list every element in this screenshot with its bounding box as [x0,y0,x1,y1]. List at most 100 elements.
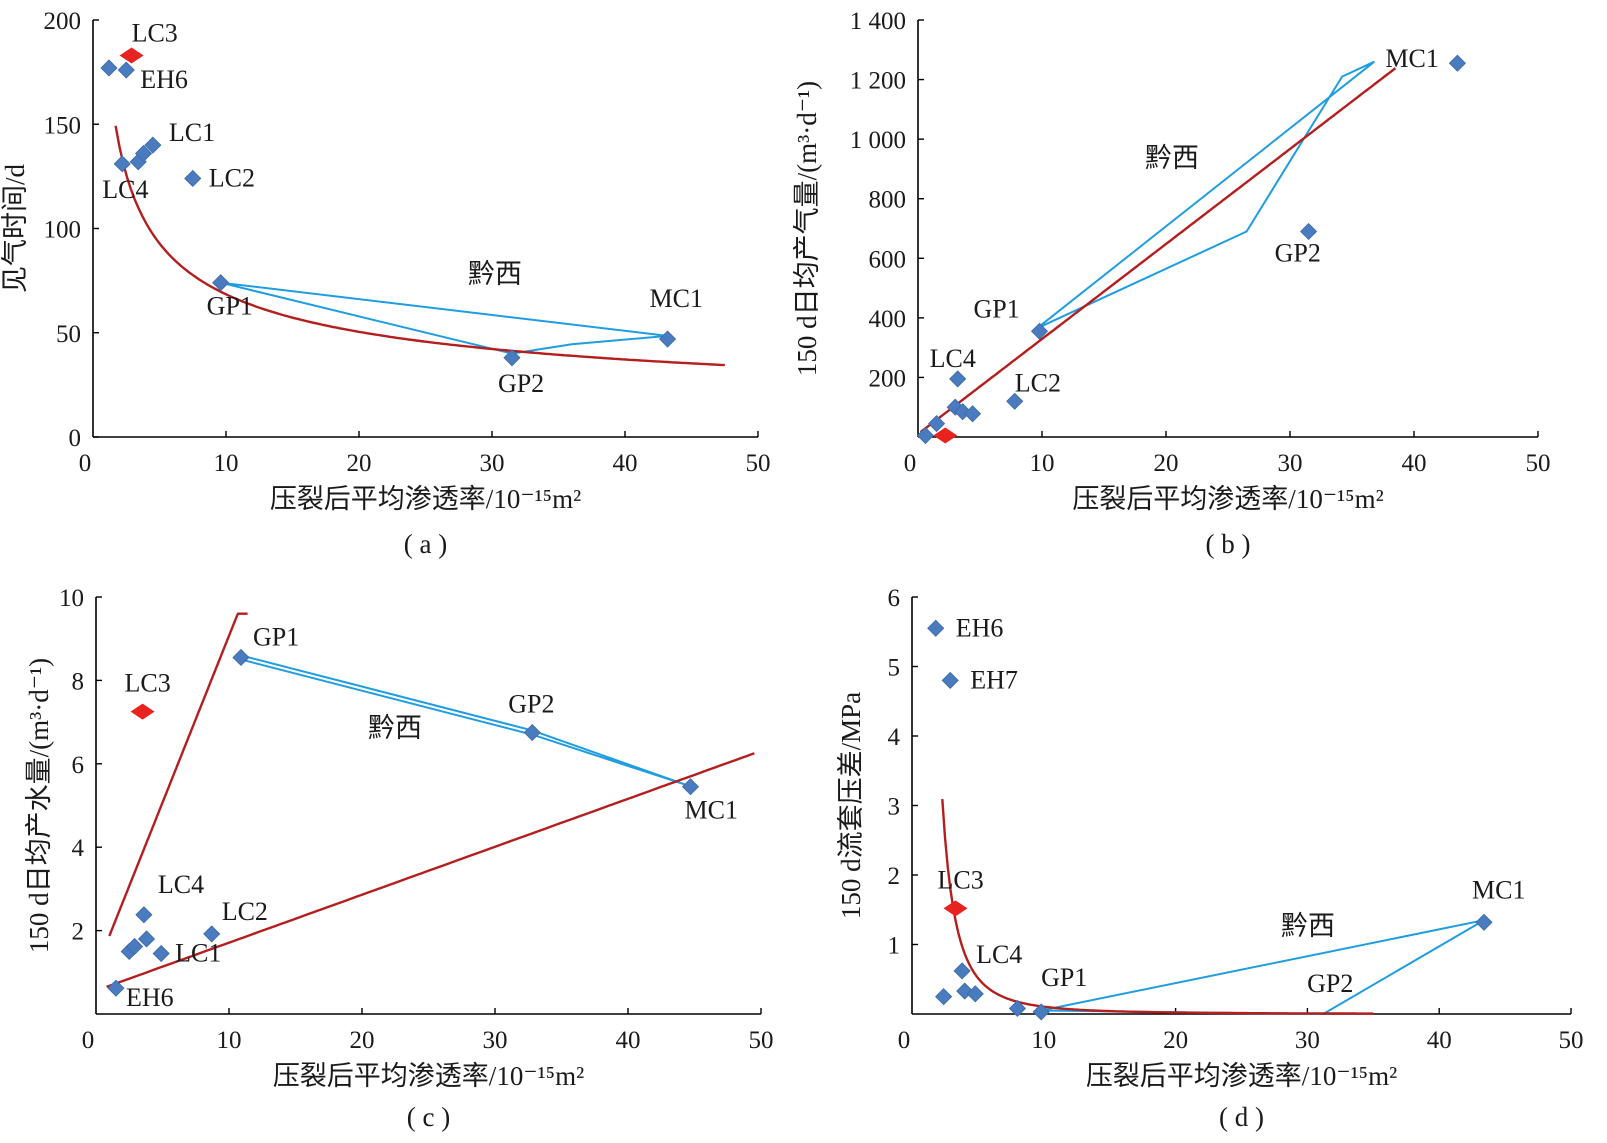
x-tick-label: 30 [1295,1027,1320,1054]
y-tick-label: 0 [69,425,82,452]
x-tick-label: 50 [1526,450,1551,477]
point-label: LC4 [102,175,148,204]
y-tick-label: 3 [888,794,901,821]
data-point [503,349,521,367]
highlight-label: LC3 [132,18,178,47]
point-label: GP1 [207,292,253,321]
y-tick-label: 4 [888,724,901,751]
highlight-label: LC3 [937,865,983,894]
point-label: EH7 [970,665,1018,694]
point-label: LC1 [175,939,221,968]
data-point [107,979,125,997]
x-tick-label: 20 [1163,1027,1188,1054]
y-tick-label: 6 [72,752,85,779]
x-tick-label: 10 [214,450,239,477]
data-point [113,155,131,173]
region-envelope [240,654,686,786]
x-tick-label: 20 [350,1027,375,1054]
fit-curve [941,799,1374,1015]
x-tick-label: 40 [1427,1027,1452,1054]
y-tick-label: 800 [869,187,907,214]
highlight-point [943,900,968,917]
x-tick-label: 10 [217,1027,242,1054]
data-point [963,405,982,423]
chart-panel-b: 0 10 20 30 40 50 200 400 600 800 1 000 1 200 1 400 压裂… [792,8,1551,559]
data-point [658,330,677,348]
x-tick-label: 0 [898,1027,911,1054]
point-label: LC2 [1015,368,1061,397]
fit-curve [106,752,755,988]
y-tick-label: 1 [888,933,901,960]
point-label: LC2 [222,897,268,926]
x-axis-title: 压裂后平均渗透率/10⁻¹⁵m² [1086,1061,1397,1091]
point-label: LC2 [209,163,255,192]
x-tick-label: 0 [79,450,92,477]
data-point [949,370,967,388]
x-tick-label: 40 [1402,450,1427,477]
data-point [1448,54,1466,72]
x-tick-label: 10 [1031,1027,1056,1054]
chart-panel-c: 0 10 20 30 40 50 2 4 6 8 10 压裂后平均渗透率/10⁻¹⁵m² 150 d日均… [24,585,774,1132]
x-axis-title: 压裂后平均渗透率/10⁻¹⁵m² [270,484,581,514]
x-tick-label: 0 [82,1027,95,1054]
region-label: 黔西 [368,713,422,743]
point-label: GP1 [1041,963,1087,992]
region-label: 黔西 [1281,911,1335,941]
data-point [1475,913,1493,931]
data-point [126,937,144,956]
panel-caption: ( d ) [1219,1102,1264,1132]
panel-caption: ( a ) [404,529,447,559]
y-tick-label: 2 [888,863,901,890]
y-axis-title: 150 d流套压差/MPa [836,692,866,919]
y-tick-label: 10 [59,585,84,612]
x-tick-label: 30 [1278,450,1303,477]
point-label: GP1 [253,622,299,651]
data-point [117,61,135,79]
y-tick-label: 200 [44,8,82,35]
data-point [928,415,946,433]
x-tick-label: 30 [480,450,505,477]
data-point [941,671,959,689]
x-tick-label: 20 [347,450,372,477]
data-point [1008,999,1027,1018]
data-point [523,723,541,742]
highlight-point [130,703,155,720]
x-tick-label: 30 [483,1027,508,1054]
point-label: EH6 [956,613,1004,642]
point-label: GP2 [508,690,554,719]
data-point [134,144,153,163]
point-label: MC1 [1472,875,1525,904]
data-point [144,136,162,154]
highlight-label: LC3 [125,669,171,698]
y-tick-label: 4 [72,835,85,862]
y-tick-label: 1 400 [850,8,906,35]
point-label: GP1 [974,294,1020,323]
y-tick-label: 150 [44,112,82,139]
x-tick-label: 40 [616,1027,641,1054]
y-tick-label: 6 [888,585,901,612]
data-point [916,426,935,445]
region-envelope [1036,60,1375,330]
region-envelope [220,281,668,355]
data-point [152,944,170,963]
y-tick-label: 200 [869,365,907,392]
chart-panel-a: 0 10 20 30 40 50 0 50 100 150 200 压裂后平均渗透率/10⁻¹⁵m² 见… [0,8,771,559]
point-label: MC1 [685,796,738,825]
region-envelope [1041,919,1485,1016]
region-label: 黔西 [468,259,522,289]
chart-panels: 0 10 20 30 40 50050100150200压裂后平均渗透率/10⁻¹⁵m²见… [0,8,1584,1132]
data-point [927,619,945,637]
y-tick-label: 8 [72,668,85,695]
data-point [212,274,230,292]
x-tick-label: 10 [1030,450,1055,477]
point-label: LC4 [158,870,204,899]
data-point [184,169,202,188]
data-point [966,985,984,1003]
data-point [1032,1003,1050,1021]
fit-curve [108,612,248,937]
point-label: EH6 [126,983,174,1012]
y-tick-label: 5 [888,655,901,682]
y-tick-label: 1 000 [850,127,906,154]
chart-panel-d: 0 10 20 30 40 50 1 2 3 4 5 6 压裂后平均渗透率/10⁻¹⁵m² 150 d流套… [836,585,1584,1132]
